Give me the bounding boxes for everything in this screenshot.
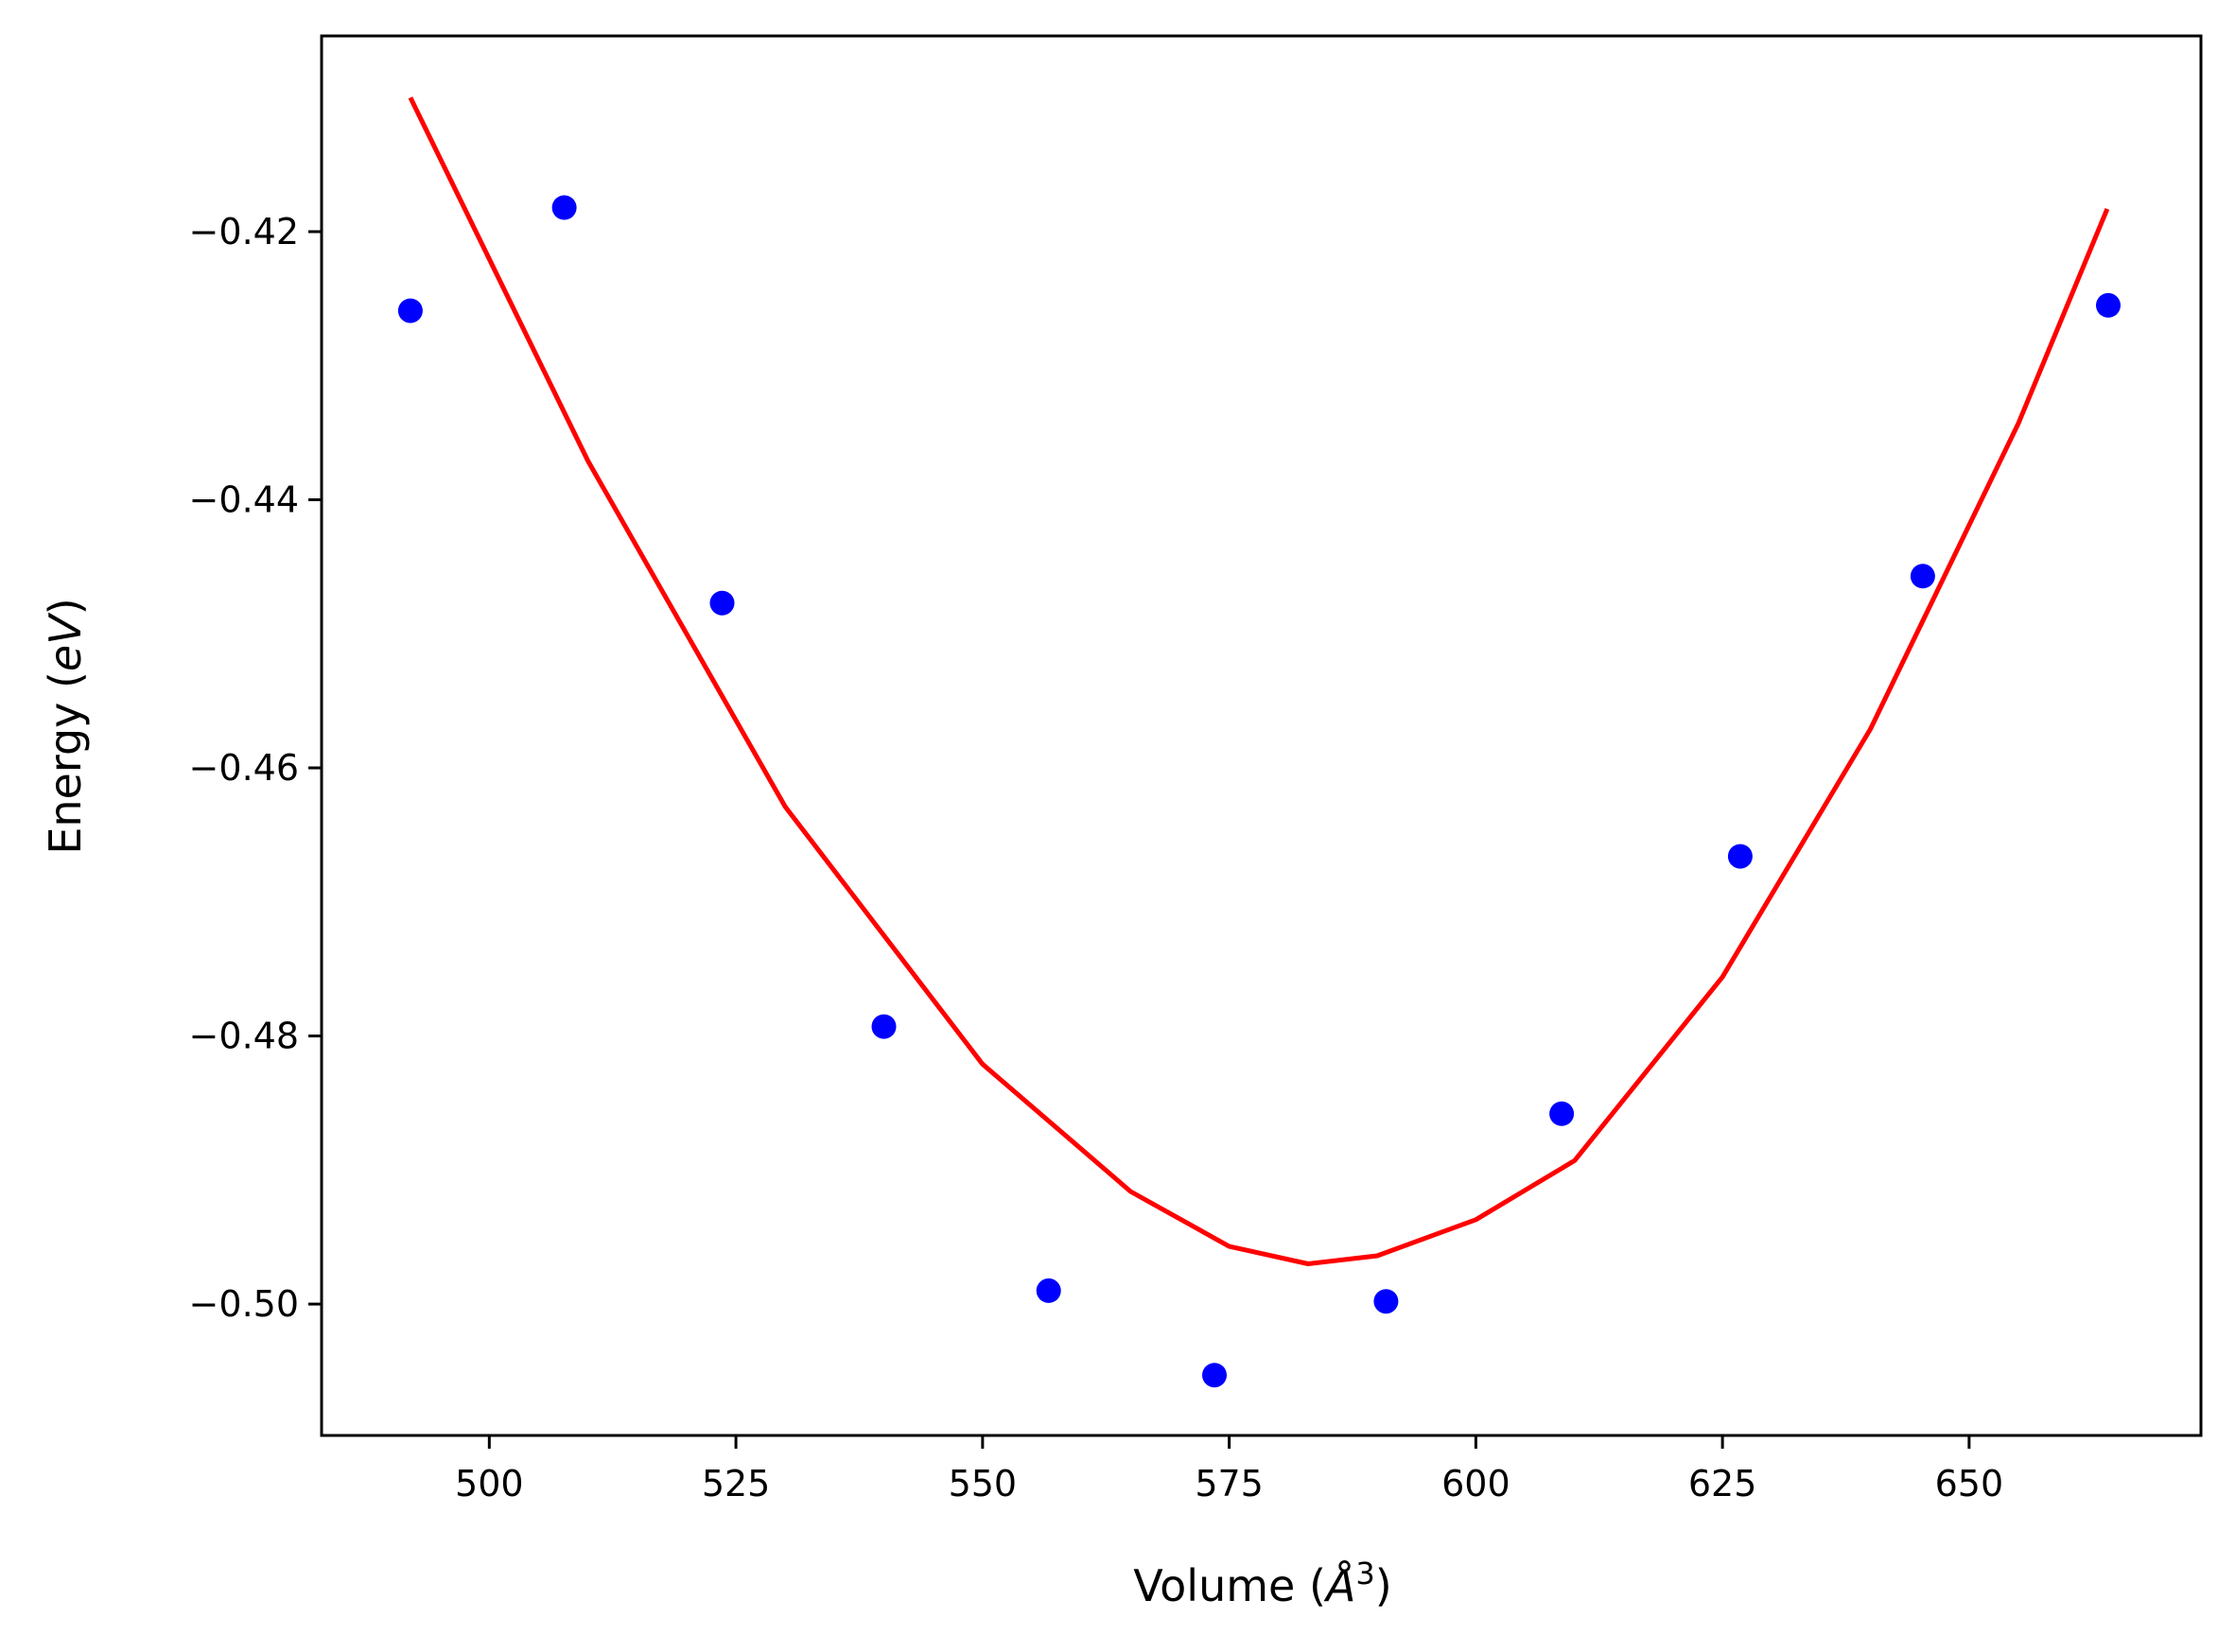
x-axis-label-text: Volume: [1133, 1560, 1295, 1611]
data-point: [1373, 1289, 1399, 1314]
x-tick-label: 525: [702, 1463, 771, 1504]
y-axis-label-text: Energy: [40, 703, 91, 855]
data-point: [871, 1014, 897, 1039]
x-axis-label-exponent: 3: [1355, 1556, 1374, 1591]
data-point: [397, 298, 423, 323]
x-tick-label: 600: [1441, 1463, 1510, 1504]
x-tick-label: 650: [1935, 1463, 2004, 1504]
x-tick-label: 575: [1195, 1463, 1264, 1504]
x-tick-label: 625: [1688, 1463, 1757, 1504]
fit-curve: [408, 96, 2110, 1266]
x-axis-label-open: (: [1295, 1560, 1326, 1611]
plot-marks: [397, 96, 2121, 1388]
plot-frame: [320, 34, 2203, 1437]
y-tick-label: −0.44: [189, 478, 299, 520]
x-axis-label-close: ): [1375, 1560, 1392, 1611]
x-tick-label: 550: [949, 1463, 1018, 1504]
data-point: [1036, 1278, 1061, 1303]
x-axis-label-unit: Å: [1323, 1560, 1355, 1611]
x-axis-ticks: 500 525 550 575 600 625 650: [455, 1435, 2003, 1504]
data-point: [1549, 1101, 1575, 1126]
y-axis-ticks: −0.42 −0.44 −0.46 −0.48 −0.50: [189, 211, 322, 1325]
y-axis-label-open: (: [40, 671, 91, 703]
data-point: [1727, 843, 1753, 869]
y-axis-label-close: ): [40, 598, 91, 615]
data-point: [1910, 564, 1935, 589]
y-tick-label: −0.42: [189, 211, 299, 252]
data-point: [551, 195, 577, 220]
data-point: [709, 590, 735, 616]
y-tick-label: −0.46: [189, 747, 299, 789]
y-axis-label: Energy (eV): [40, 598, 91, 854]
data-point: [1202, 1363, 1227, 1388]
x-axis-label: Volume (Å3): [1133, 1556, 1391, 1611]
x-tick-label: 500: [455, 1463, 524, 1504]
y-tick-label: −0.48: [189, 1016, 299, 1057]
data-point: [2096, 292, 2121, 318]
y-axis-label-unit: eV: [40, 612, 91, 671]
y-tick-label: −0.50: [189, 1283, 299, 1325]
